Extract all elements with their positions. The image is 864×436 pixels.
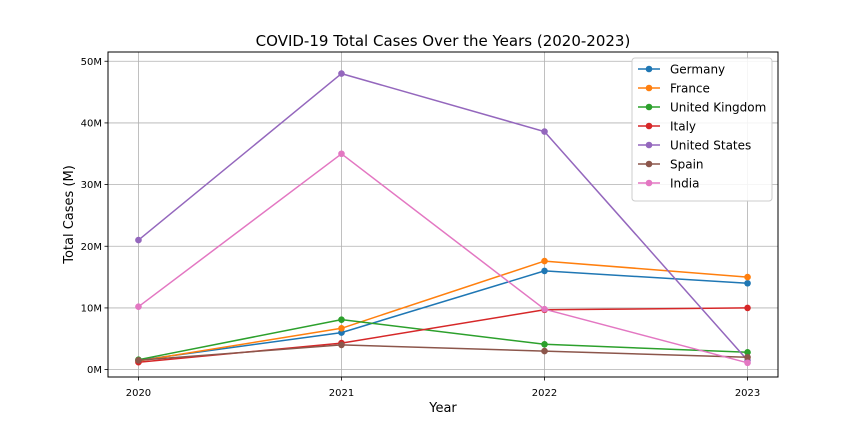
y-tick-label: 50M (81, 57, 102, 68)
data-point-india (338, 150, 345, 158)
x-tick-label: 2022 (532, 388, 557, 399)
data-point-germany (744, 279, 751, 287)
data-point-united-kingdom (744, 349, 751, 356)
series-spain (135, 341, 751, 364)
y-tick-label: 30M (81, 180, 102, 191)
legend-marker-germany (645, 65, 653, 73)
data-point-italy (744, 304, 751, 312)
legend-marker-united-states (645, 141, 653, 149)
series-line-germany (138, 270, 748, 362)
y-tick-label: 40M (81, 118, 102, 129)
y-axis-label: Total Cases (M) (62, 165, 77, 265)
data-point-spain (338, 341, 345, 349)
data-point-spain (744, 353, 751, 361)
series-line-spain (138, 344, 748, 362)
legend-marker-india (645, 179, 653, 187)
series-india (135, 150, 751, 367)
data-point-france (338, 324, 345, 332)
data-point-united-kingdom (541, 341, 548, 348)
x-tick-label: 2020 (126, 388, 151, 399)
data-point-india (135, 303, 142, 310)
x-tick-label: 2021 (329, 388, 354, 399)
series-line-france (138, 260, 748, 362)
y-tick-label: 20M (81, 242, 102, 253)
series-italy (135, 304, 751, 366)
legend-label-france: France (670, 81, 710, 95)
legend-label-united-states: United States (670, 138, 751, 152)
x-axis-label: Year (428, 401, 457, 416)
legend-label-germany: Germany (670, 62, 725, 76)
legend-marker-italy (645, 122, 653, 130)
data-point-france (744, 273, 751, 281)
data-point-spain (541, 347, 548, 355)
y-tick-label: 0M (87, 365, 102, 376)
legend-label-united-kingdom: United Kingdom (670, 100, 766, 114)
legend-label-italy: Italy (670, 119, 696, 133)
data-point-united-kingdom (338, 316, 345, 323)
legend-marker-france (645, 84, 653, 92)
series-group (135, 70, 751, 367)
data-point-france (541, 257, 548, 265)
data-point-india (541, 305, 548, 313)
legend-label-india: India (670, 176, 699, 190)
data-point-germany (541, 267, 548, 275)
legend: Germany France United Kingdom Italy United S… (631, 57, 773, 202)
plot-frame (107, 51, 779, 378)
x-axis: 2020 2021 2022 2023 (126, 377, 760, 399)
data-point-united-states (338, 70, 345, 77)
data-point-united-states (541, 128, 548, 135)
legend-marker-spain (645, 160, 653, 168)
data-point-united-states (135, 236, 142, 244)
y-tick-label: 10M (81, 303, 102, 314)
legend-label-spain: Spain (670, 157, 704, 171)
y-axis: 0M 10M 20M 30M 40M 50M (81, 57, 108, 376)
chart-title: COVID-19 Total Cases Over the Years (202… (256, 32, 631, 50)
legend-box (631, 57, 773, 202)
series-line-india (138, 153, 748, 364)
data-point-india (744, 359, 751, 367)
data-point-spain (135, 357, 142, 364)
legend-marker-united-kingdom (645, 103, 653, 111)
x-tick-label: 2023 (735, 388, 760, 399)
series-line-united-kingdom (138, 318, 748, 361)
series-line-united-states (138, 72, 749, 361)
